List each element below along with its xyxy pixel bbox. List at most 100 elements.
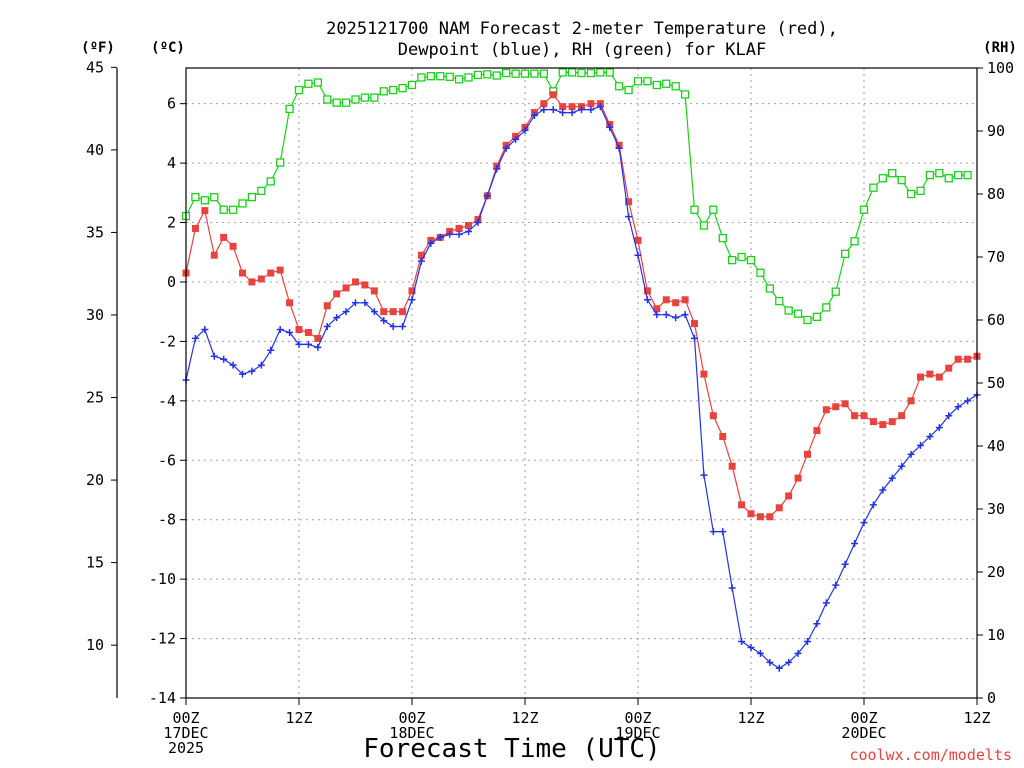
rh-point — [483, 70, 492, 79]
dewpoint-point — [907, 450, 915, 458]
dewpoint-point — [210, 352, 218, 360]
rh-point — [954, 170, 963, 180]
dewpoint-point — [606, 123, 614, 131]
rh-point — [793, 309, 803, 318]
temperature-point — [267, 269, 275, 277]
x-tick-label: 12Z — [737, 709, 764, 727]
rh-point — [935, 169, 944, 178]
dewpoint-point — [342, 308, 350, 316]
dewpoint-point — [841, 560, 849, 568]
dewpoint-point — [653, 311, 661, 319]
rh-tick-label: 10 — [987, 626, 1005, 644]
rh-point — [351, 95, 360, 104]
dewpoint-point — [738, 638, 746, 646]
dewpoint-point — [304, 340, 312, 348]
dewpoint-point — [785, 658, 793, 666]
dewpoint-point — [898, 462, 906, 470]
fahrenheit-unit-label: (ºF) — [81, 40, 115, 56]
dewpoint-point — [427, 239, 435, 247]
dewpoint-point — [568, 109, 576, 117]
rh-point — [191, 192, 200, 202]
rh-point — [652, 80, 661, 90]
dewpoint-point — [417, 257, 425, 265]
x-tick-label: 00Z — [398, 709, 425, 727]
chart-title-line-2: Dewpoint (blue), RH (green) for KLAF — [398, 40, 766, 60]
celsius-tick-label: -6 — [158, 451, 176, 469]
dewpoint-point — [248, 367, 256, 375]
temperature-point — [643, 287, 651, 295]
dewpoint-point — [559, 109, 567, 117]
x-axis-title: Forecast Time (UTC) — [363, 734, 660, 764]
temperature-point — [681, 296, 689, 304]
temperature-point — [954, 355, 962, 363]
temperature-line — [185, 93, 978, 518]
dewpoint-point — [578, 106, 585, 114]
rh-point — [492, 71, 501, 80]
dewpoint-point — [436, 233, 444, 241]
dewpoint-point — [954, 403, 962, 411]
rh-point — [370, 93, 379, 102]
rh-point — [765, 284, 774, 293]
x-tick-label: 00Z — [850, 709, 877, 727]
temperature-point — [304, 328, 312, 336]
temperature-point — [709, 412, 717, 420]
temperature-point — [389, 308, 397, 316]
rh-point — [615, 82, 624, 91]
dewpoint-point — [239, 370, 246, 378]
temperature-point — [869, 418, 877, 426]
rh-point — [841, 249, 850, 259]
dewpoint-point — [314, 343, 322, 351]
temperature-point — [220, 233, 228, 241]
rh-point — [379, 87, 388, 96]
celsius-tick-label: 6 — [167, 95, 176, 113]
rh-point — [963, 170, 972, 180]
temperature-point — [964, 355, 972, 363]
rh-point — [473, 70, 483, 80]
grid — [186, 68, 977, 698]
temperature-point — [361, 281, 369, 289]
rh-point — [812, 312, 822, 322]
temperature-point — [352, 278, 359, 286]
temperature-point — [323, 302, 331, 310]
rh-line — [185, 71, 968, 321]
dewpoint-point — [775, 664, 783, 672]
temperature-point — [549, 91, 557, 99]
dewpoint-point — [323, 323, 331, 331]
fahrenheit-tick-label: 15 — [86, 554, 104, 572]
dewpoint-point — [286, 328, 294, 336]
temperature-point — [248, 278, 256, 286]
temperature-point — [775, 504, 783, 512]
rh-point — [718, 233, 727, 243]
dewpoint-line — [185, 105, 978, 670]
rh-point — [464, 73, 473, 82]
dewpoint-point — [276, 326, 284, 334]
temperature-point — [634, 236, 642, 244]
dewpoint-point — [691, 334, 698, 342]
rh-point — [756, 268, 765, 277]
dewpoint-point — [643, 296, 651, 304]
dewpoint-point — [672, 314, 680, 322]
temperature-point — [295, 326, 303, 334]
temperature-point — [257, 275, 265, 283]
temperature-point — [559, 103, 567, 111]
rh-point — [407, 80, 417, 90]
celsius-tick-label: 4 — [167, 154, 176, 172]
rh-point — [803, 315, 812, 325]
rh-point — [257, 186, 266, 196]
temperature-point — [917, 373, 924, 381]
dewpoint-point — [719, 528, 727, 536]
series-layer — [181, 68, 981, 672]
chart-title-line-1: 2025121700 NAM Forecast 2-meter Temperat… — [326, 19, 838, 39]
credit-link[interactable]: coolwx.com/modelts — [849, 746, 1012, 764]
temperature-point — [841, 400, 849, 408]
dewpoint-point — [295, 340, 303, 348]
dewpoint-point — [766, 658, 774, 666]
x-tick-label: 12Z — [511, 709, 538, 727]
rh-point — [662, 79, 671, 88]
x-tick-label: 00Z — [172, 709, 199, 727]
dewpoint-point — [625, 213, 633, 221]
x-tick-label: 20DEC — [841, 724, 886, 742]
rh-point — [332, 98, 341, 107]
rh-point — [690, 205, 699, 214]
dewpoint-point — [935, 424, 943, 432]
